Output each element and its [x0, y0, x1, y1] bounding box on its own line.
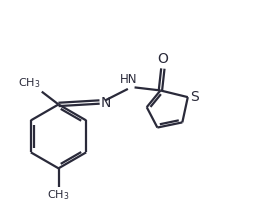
Text: HN: HN	[120, 73, 138, 86]
Text: N: N	[101, 96, 112, 110]
Text: CH$_3$: CH$_3$	[18, 76, 40, 90]
Text: S: S	[190, 90, 199, 104]
Text: CH$_3$: CH$_3$	[47, 188, 70, 202]
Text: O: O	[157, 52, 168, 66]
